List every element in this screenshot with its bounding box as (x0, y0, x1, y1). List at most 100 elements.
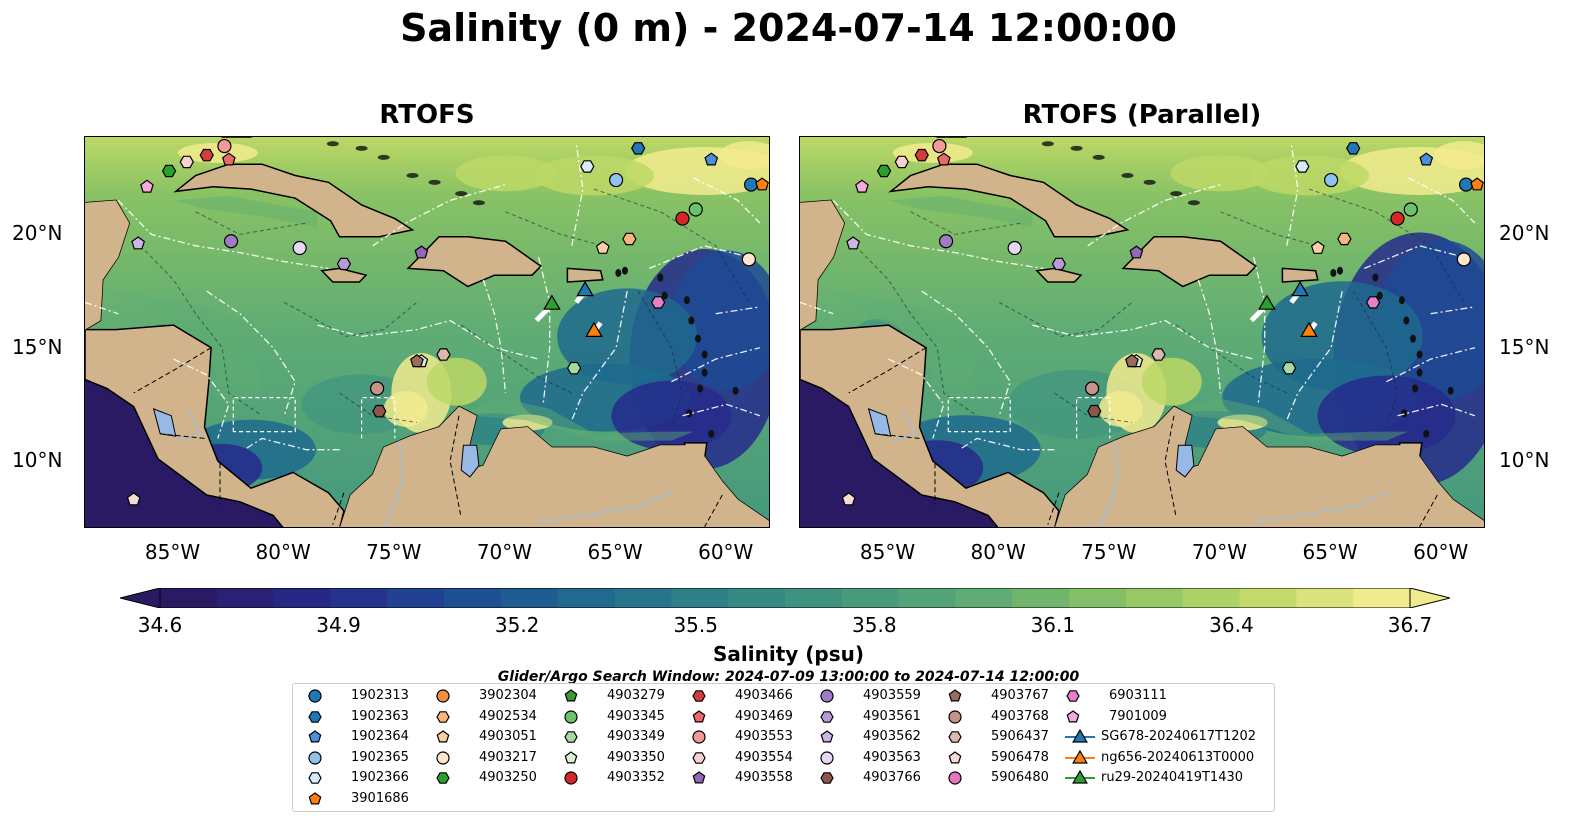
legend-circle-icon (820, 750, 834, 765)
argo-float-marker (741, 252, 756, 267)
legend-marker-icon (692, 730, 706, 744)
colorbar-tick-label: 36.7 (1387, 613, 1433, 637)
colorbar-tick-label: 35.5 (673, 613, 718, 637)
legend-hexagon-icon (308, 772, 322, 784)
legend-entry-label: 3902304 (479, 688, 537, 703)
legend-marker-icon (436, 710, 450, 723)
map-panel-rtofs-parallel (799, 136, 1485, 528)
legend-entry-label: SG678-20240617T1202 (1101, 729, 1257, 744)
legend-entry-label: 4903469 (735, 708, 793, 724)
legend-entry-label: 1902364 (351, 729, 409, 744)
legend-entry-label: 4903558 (735, 770, 793, 785)
glider-marker (585, 321, 603, 337)
legend-circle-icon (564, 709, 578, 724)
legend-entry-label: 1902366 (351, 770, 409, 785)
legend-entry-label: 1902313 (351, 688, 409, 703)
colorbar-label: Salinity (psu) (712, 642, 864, 666)
argo-float-marker (126, 492, 141, 506)
lon-tick-label: 60°W (698, 540, 754, 564)
legend-circle-icon (308, 689, 322, 703)
legend-marker-icon (692, 751, 706, 764)
argo-float-marker (223, 234, 239, 249)
legend-marker-icon (948, 750, 962, 763)
legend-marker-icon (692, 690, 706, 702)
lon-tick-label: 60°W (1413, 540, 1469, 564)
legend-entry-label: 4903553 (735, 729, 793, 744)
argo-float-marker (1007, 240, 1022, 256)
legend-circle-icon (948, 709, 962, 724)
argo-float-marker (370, 381, 385, 396)
legend-entry-label: 3901686 (351, 790, 409, 806)
legend-pentagon-icon (692, 771, 706, 784)
legend-marker-icon (564, 750, 578, 763)
argo-float-marker (140, 179, 154, 193)
legend-marker-icon (948, 689, 962, 702)
legend-marker-icon (308, 689, 322, 703)
argo-float-marker (292, 240, 307, 256)
legend-hexagon-icon (820, 710, 834, 723)
legend-pentagon-icon (820, 730, 834, 743)
argo-float-marker (743, 177, 759, 192)
legend-marker-icon (308, 791, 322, 804)
land-hispaniola (406, 235, 543, 288)
argo-float-marker (414, 245, 429, 259)
legend-marker-icon (436, 772, 450, 784)
colorbar (119, 587, 1451, 609)
legend-circle-icon (436, 689, 450, 703)
legend-entry-label: 6903111 (1109, 688, 1167, 703)
map-rtofs-parallel (800, 137, 1484, 527)
argo-float-marker (914, 148, 929, 162)
legend-entry-label: ng656-20240613T0000 (1101, 749, 1255, 765)
legend-marker-icon (692, 771, 706, 784)
legend-pentagon-icon (564, 750, 578, 763)
panel-title-left: RTOFS (379, 100, 475, 130)
legend-entry-label: 4903563 (863, 749, 921, 765)
legend-marker-icon (436, 689, 450, 703)
legend-entry-label: 7901009 (1109, 708, 1167, 724)
legend-entry-label: 1902363 (351, 708, 409, 724)
argo-float-marker (580, 160, 595, 173)
glider-marker (1300, 321, 1318, 337)
argo-float-marker (1337, 232, 1352, 246)
map-panel-rtofs (84, 136, 770, 528)
land-jamaica (320, 267, 368, 283)
legend-pentagon-icon (308, 730, 322, 743)
legend-marker-icon (1065, 728, 1095, 743)
lat-tick-label-left: 20°N (12, 221, 63, 246)
legend-entry-label: 4903466 (735, 688, 793, 703)
legend-hexagon-icon (308, 710, 322, 723)
legend-hexagon-icon (436, 772, 450, 784)
legend-marker-icon (820, 750, 834, 765)
colorbar-tick-label: 35.2 (494, 613, 540, 637)
legend: 1902313 1902363 1902364 1902365 1902366 39016… (292, 683, 1275, 812)
colorbar-svg (119, 587, 1451, 609)
lon-tick-label: 80°W (970, 540, 1026, 564)
lat-tick-label-right: 20°N (1499, 221, 1550, 246)
legend-marker-icon (692, 709, 706, 722)
figure-title: Salinity (0 m) - 2024-07-14 12:00:00 (400, 6, 1177, 50)
argo-float-marker (131, 236, 146, 250)
argo-float-marker (841, 492, 856, 506)
argo-float-marker (1310, 240, 1325, 254)
panel-title-right: RTOFS (Parallel) (1022, 100, 1262, 130)
search-window-note: Glider/Argo Search Window: 2024-07-09 13… (497, 669, 1080, 683)
argo-float-marker (1346, 142, 1361, 155)
legend-marker-icon (948, 771, 962, 785)
legend-triangle-icon (1072, 769, 1088, 784)
legend-entry-label: 4903349 (607, 729, 665, 744)
legend-entry-label: 4903279 (607, 688, 665, 703)
lon-tick-label: 65°W (587, 540, 643, 564)
argo-float-marker (936, 152, 951, 166)
lon-tick-label: 70°W (476, 540, 533, 564)
legend-entry-label: 4903554 (735, 749, 793, 765)
legend-entry-label: 4903562 (863, 729, 921, 744)
legend-circle-icon (308, 750, 322, 765)
legend-hexagon-icon (820, 772, 834, 784)
argo-float-marker (1458, 177, 1474, 192)
legend-entry-label: 5906437 (991, 729, 1049, 744)
argo-float-marker (1281, 361, 1297, 375)
argo-float-marker (846, 236, 861, 250)
legend-marker-icon (564, 771, 578, 785)
land-puertorico (1281, 267, 1319, 283)
legend-hexagon-icon (564, 731, 578, 743)
